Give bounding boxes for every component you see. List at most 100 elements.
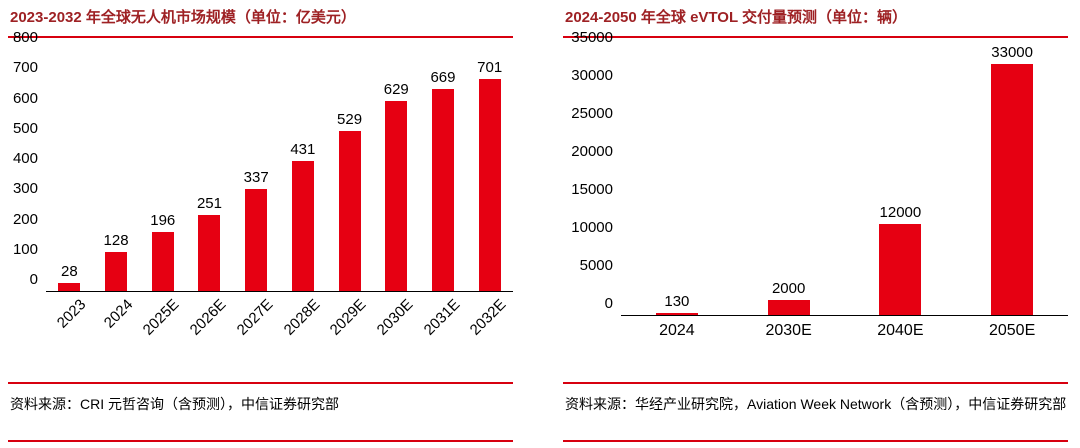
bar — [767, 299, 810, 315]
drone-market-chart-panel: 2023-2032 年全球无人机市场规模（单位：亿美元） 0 100 200 300 4… — [8, 0, 513, 448]
bar-value-label: 2000 — [771, 279, 806, 297]
x-tick-text: 2028E — [280, 296, 323, 339]
bar — [991, 64, 1034, 315]
source-note: 资料来源：CRI 元哲咨询（含预测），中信证券研究部 — [10, 396, 339, 412]
chart-title-evtol-delivery: 2024-2050 年全球 eVTOL 交付量预测（单位：辆） — [565, 9, 908, 26]
y-tick-label: 10000 — [571, 219, 613, 236]
evtol-delivery-chart-panel: 2024-2050 年全球 eVTOL 交付量预测（单位：辆） 0 5000 100… — [563, 0, 1068, 448]
y-tick-label: 30000 — [571, 67, 613, 84]
bar-value-label: 251 — [196, 195, 222, 213]
bar-chart-evtol-delivery: 0 5000 10000 15000 20000 25000 30000 35000 130 20… — [563, 30, 1068, 342]
bar — [385, 100, 408, 291]
title-divider-line — [563, 36, 1068, 38]
x-tick-label: 2040E — [845, 316, 957, 342]
bar-slot: 251 — [186, 195, 233, 291]
x-tick-label: 2028E — [280, 292, 327, 342]
bar-slot: 669 — [420, 69, 467, 291]
x-tick-text: 2040E — [877, 322, 924, 339]
x-tick-label: 2025E — [139, 292, 186, 342]
bar — [105, 252, 128, 291]
y-axis: 0 5000 10000 15000 20000 25000 30000 35000 — [563, 30, 621, 342]
y-tick-label: 25000 — [571, 105, 613, 122]
x-tick-text: 2024 — [659, 322, 695, 339]
bar-slot: 701 — [466, 59, 513, 291]
y-tick-label: 15000 — [571, 181, 613, 198]
x-axis-labels: 2024 2030E 2040E 2050E — [621, 316, 1068, 342]
bar-slot: 529 — [326, 111, 373, 291]
bar — [151, 231, 174, 291]
y-tick-label: 600 — [12, 89, 38, 107]
bar-value-label: 701 — [477, 58, 503, 76]
x-tick-text: 2027E — [233, 296, 277, 339]
bar-value-label: 529 — [337, 110, 363, 128]
plot-area: 28 128 196 251 337 431 529 629 669 701 — [46, 50, 513, 292]
y-tick-label: 300 — [12, 180, 38, 198]
bar-value-label: 28 — [61, 262, 78, 280]
x-tick-text: 2030E — [373, 296, 417, 339]
bar-slot: 33000 — [956, 44, 1068, 315]
bar — [879, 223, 922, 315]
y-tick-label: 5000 — [579, 257, 613, 274]
y-tick-label: 200 — [12, 210, 38, 228]
bar-slot: 2000 — [733, 280, 845, 315]
bar — [58, 282, 81, 291]
x-tick-text: 2030E — [765, 322, 812, 339]
y-tick-label: 500 — [12, 119, 38, 137]
bar — [478, 78, 501, 291]
bar-value-label: 629 — [383, 80, 409, 98]
x-tick-label: 2031E — [420, 292, 467, 342]
bar-value-label: 33000 — [991, 44, 1033, 62]
y-tick-label: 35000 — [571, 29, 613, 46]
bar-value-label: 669 — [430, 68, 456, 86]
x-tick-label: 2030E — [733, 316, 845, 342]
source-divider-line — [563, 382, 1068, 384]
x-tick-label: 2026E — [186, 292, 233, 342]
bar-slot: 128 — [93, 232, 140, 291]
bar-value-label: 337 — [243, 169, 269, 187]
chart-title-drone-market: 2023-2032 年全球无人机市场规模（单位：亿美元） — [10, 9, 356, 26]
plot-area: 130 2000 12000 33000 — [621, 44, 1068, 316]
source-note: 资料来源：华经产业研究院，Aviation Week Network（含预测），… — [565, 396, 1067, 412]
y-tick-label: 700 — [12, 59, 38, 77]
bar-value-label: 196 — [150, 211, 176, 229]
y-tick-label: 20000 — [571, 143, 613, 160]
bar — [338, 130, 361, 291]
bar-value-label: 431 — [290, 140, 316, 158]
bottom-border-line — [563, 440, 1068, 442]
bar-slot: 28 — [46, 263, 93, 291]
bar-slot: 12000 — [845, 204, 957, 315]
bar — [655, 313, 698, 315]
y-tick-label: 0 — [604, 295, 613, 312]
bar-slot: 629 — [373, 81, 420, 291]
bar-value-label: 12000 — [879, 203, 922, 221]
x-tick-label: 2030E — [373, 292, 420, 342]
bar-value-label: 130 — [664, 293, 690, 310]
bar-slot: 431 — [280, 141, 327, 291]
y-tick-label: 800 — [12, 29, 38, 46]
bar — [291, 160, 314, 291]
x-tick-text: 2032E — [467, 296, 510, 339]
bar-chart-drone-market: 0 100 200 300 400 500 600 700 800 28 128 196 251 337 4… — [8, 30, 513, 342]
bar-value-label: 128 — [103, 232, 129, 250]
x-tick-text: 2031E — [420, 296, 464, 339]
x-tick-label: 2050E — [956, 316, 1068, 342]
x-tick-text: 2029E — [326, 296, 370, 339]
bottom-border-line — [8, 440, 513, 442]
y-axis: 0 100 200 300 400 500 600 700 800 — [8, 30, 46, 342]
x-tick-label: 2029E — [326, 292, 373, 342]
x-tick-label: 2024 — [621, 316, 733, 342]
x-tick-label: 2032E — [466, 292, 513, 342]
x-tick-label: 2024 — [93, 292, 140, 342]
x-axis-labels: 2023 2024 2025E 2026E 2027E 2028E 2029E 2030E 20… — [46, 292, 513, 342]
bar-slot: 196 — [139, 212, 186, 291]
bar-slot: 130 — [621, 293, 733, 315]
plot-area-wrap: 130 2000 12000 33000 2024 2030E 2040E 2050E — [621, 44, 1068, 342]
title-divider-line — [8, 36, 513, 38]
x-tick-text: 2023 — [53, 296, 90, 332]
x-tick-text: 2025E — [140, 296, 183, 339]
y-tick-label: 100 — [12, 240, 38, 258]
y-tick-label: 0 — [29, 271, 38, 288]
bar — [431, 88, 454, 291]
x-tick-label: 2023 — [46, 292, 93, 342]
